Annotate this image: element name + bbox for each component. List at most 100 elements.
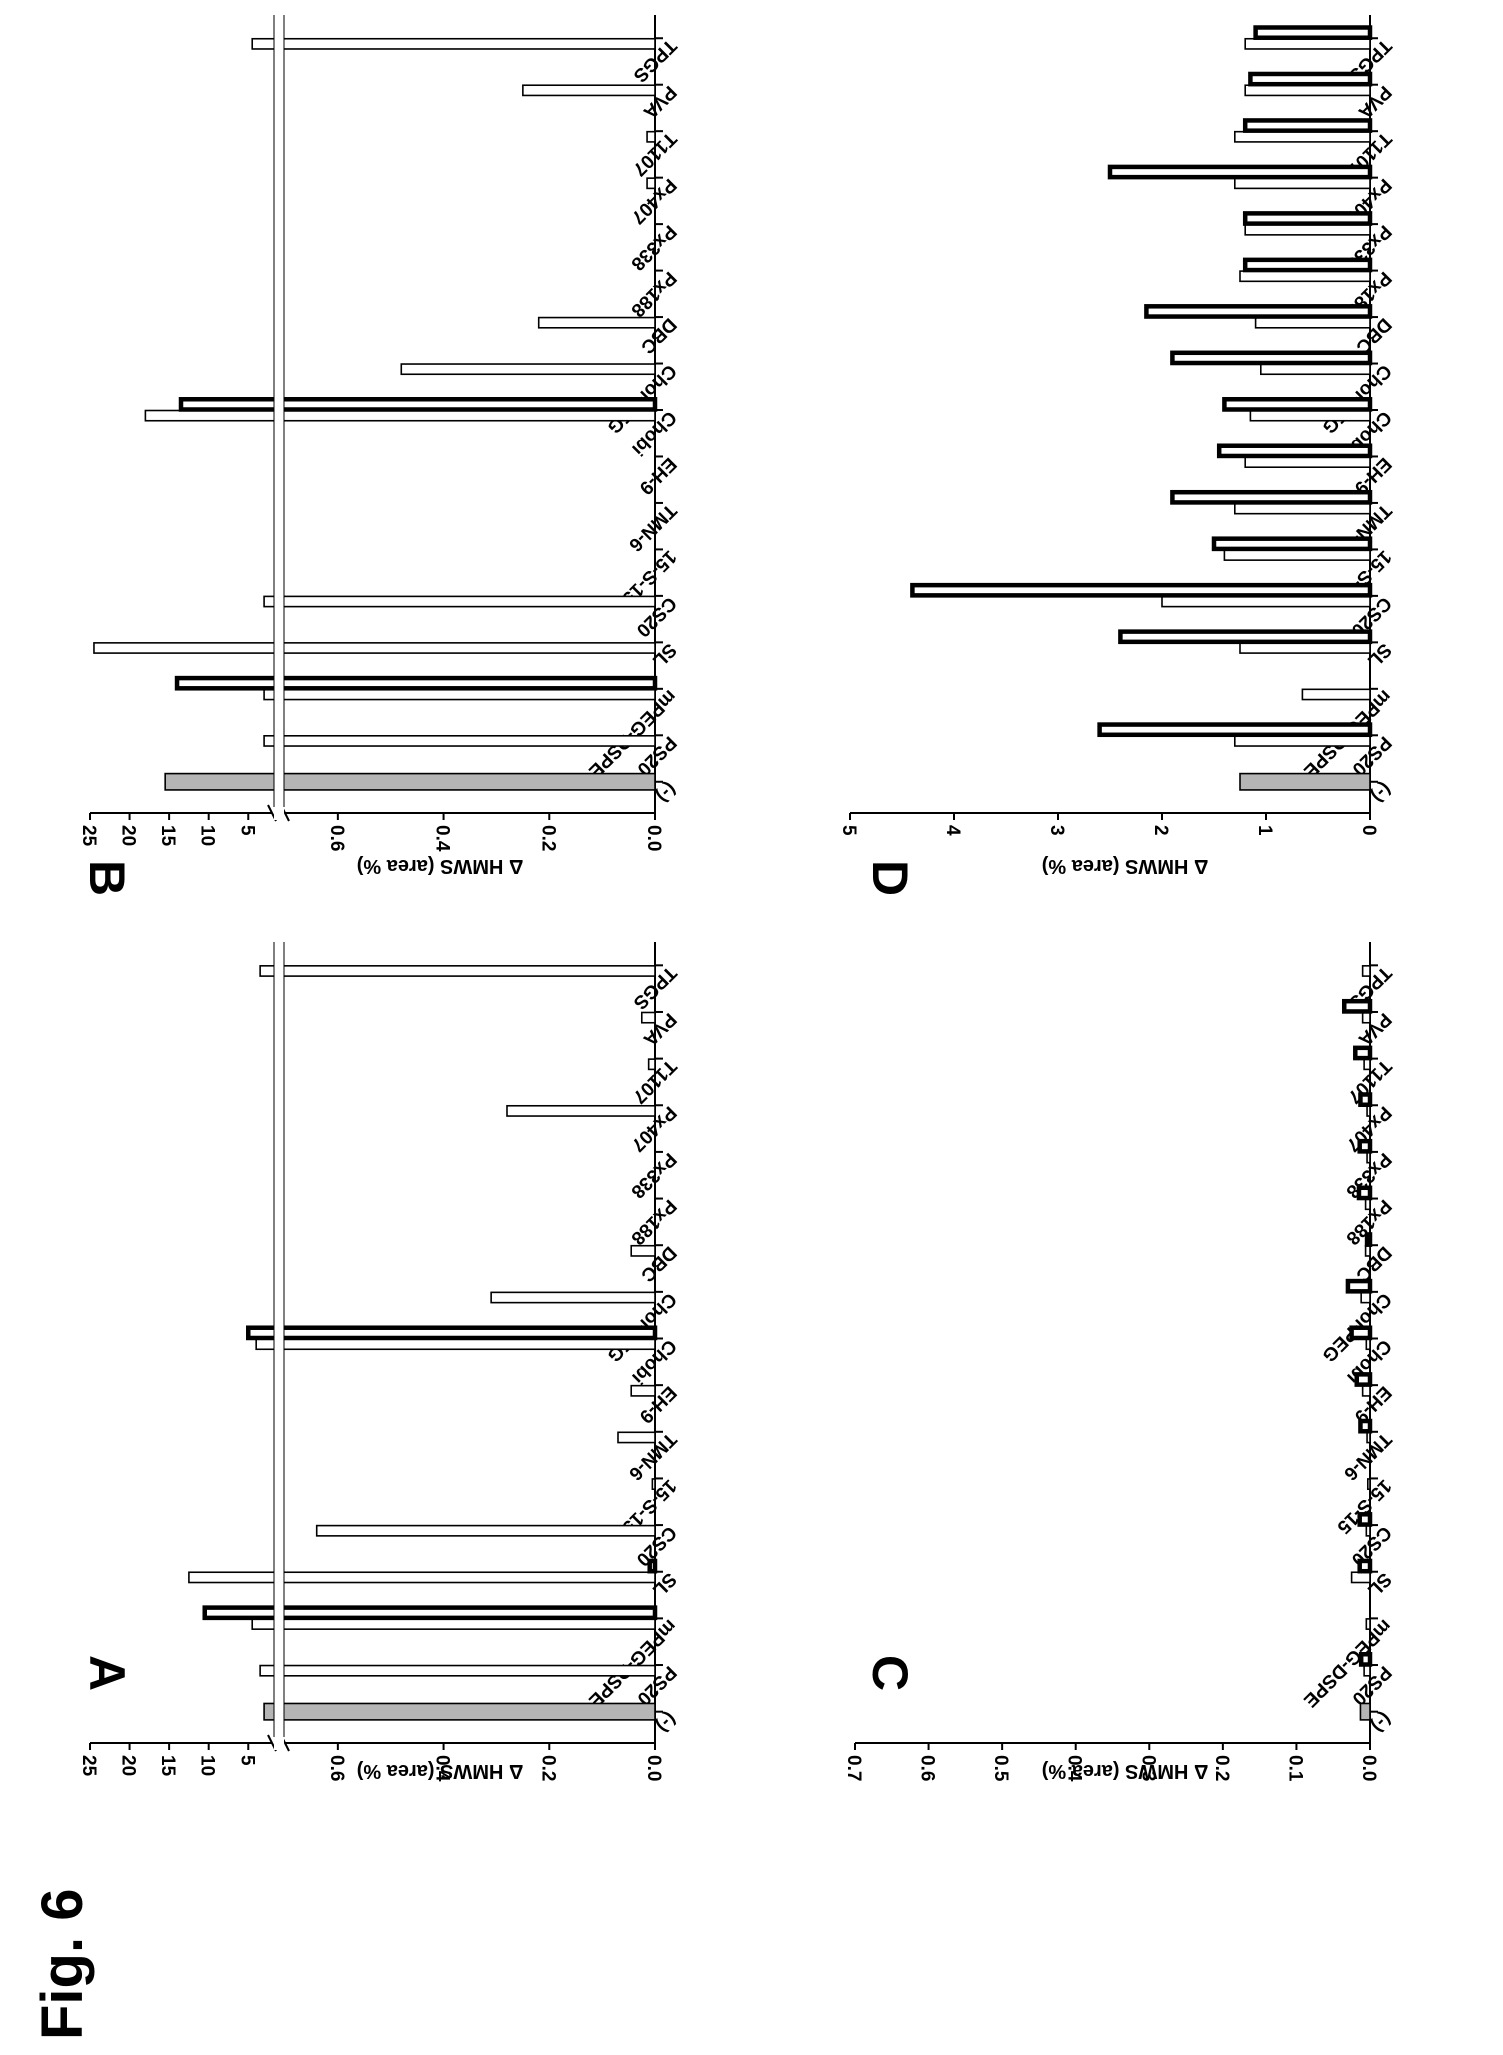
- bar-open: [1245, 85, 1370, 95]
- bar-open: [631, 1386, 655, 1396]
- bar-open: [1367, 1106, 1370, 1116]
- category-label: EH-9: [635, 453, 680, 498]
- bar-open: [491, 1292, 655, 1302]
- tick-label: 0.4: [432, 825, 453, 852]
- bar-open: [1366, 1339, 1370, 1349]
- tick-label: 5: [838, 825, 859, 836]
- tick-label: 0.6: [917, 1755, 938, 1781]
- category-label: EH-9: [1350, 1382, 1395, 1427]
- bar-open: [652, 1479, 655, 1489]
- tick-label: 0.4: [1064, 1755, 1085, 1782]
- category-label: TMN-6: [624, 499, 680, 555]
- bar-open: [1256, 318, 1370, 328]
- bar-open: [1261, 364, 1370, 374]
- bar-bold: [912, 585, 1370, 595]
- tick-label: 10: [197, 825, 218, 846]
- bar-open: [256, 1339, 655, 1349]
- bar-bold: [1250, 74, 1370, 84]
- bar-bold: [1224, 399, 1370, 409]
- tick-label: 20: [118, 825, 139, 846]
- axis-break-gap: [274, 10, 284, 820]
- bar-bold: [1245, 260, 1370, 270]
- bar-open: [1366, 1246, 1370, 1256]
- tick-label: 0.2: [537, 1755, 558, 1781]
- bar-bold: [650, 1561, 655, 1571]
- bar-open: [1245, 457, 1370, 467]
- bar-bold: [1360, 1421, 1370, 1431]
- category-label: PVA: [1354, 1008, 1396, 1050]
- bar-bold: [1344, 1001, 1370, 1011]
- bar-open: [642, 1012, 655, 1022]
- tick-label: 4: [942, 825, 963, 836]
- bar-open: [1364, 1059, 1370, 1069]
- tick-label: 15: [157, 1755, 178, 1777]
- bar-open: [647, 178, 655, 188]
- tick-label: 25: [78, 825, 99, 847]
- tick-label: 15: [157, 825, 178, 847]
- panel-letter: B: [79, 860, 135, 896]
- tick-label: 0.6: [326, 825, 347, 851]
- bar-bold: [1367, 1234, 1370, 1244]
- bar-open: [1368, 1479, 1370, 1489]
- bar-bold: [1360, 1514, 1370, 1524]
- bar-bold: [1245, 120, 1370, 130]
- bar-open: [317, 1526, 655, 1536]
- bar-open: [539, 318, 655, 328]
- tick-label: 0.2: [1211, 1755, 1232, 1781]
- bar-bold: [1348, 1281, 1370, 1291]
- bar-bold: [1360, 1094, 1370, 1104]
- bar-open: [1367, 1152, 1370, 1162]
- bar-bold: [1361, 1654, 1370, 1664]
- bar-bold: [1110, 167, 1370, 177]
- bar-open: [145, 411, 655, 421]
- panel-letter: C: [862, 1655, 918, 1691]
- bar-open: [647, 132, 655, 142]
- tick-label: 0.3: [1137, 1755, 1158, 1781]
- tick-label: 1: [1254, 825, 1275, 836]
- bar-open: [260, 966, 655, 976]
- bar-open: [94, 643, 655, 653]
- bar-open: [507, 1106, 655, 1116]
- panel-letter: D: [862, 860, 918, 896]
- category-label: Px188: [627, 267, 681, 321]
- bar-open: [260, 1666, 655, 1676]
- chart-panels: AΔ HMWS (area %)0.00.20.40.6510152025(-)…: [78, 10, 1395, 1782]
- tick-label: 0.7: [843, 1755, 864, 1781]
- bar-open: [264, 736, 655, 746]
- bar-open: [649, 1059, 655, 1069]
- bar-bold: [1146, 306, 1370, 316]
- bar-bold: [1172, 353, 1370, 363]
- tick-label: 0.0: [643, 1755, 664, 1781]
- bar-open: [264, 689, 655, 699]
- bar-open: [1235, 503, 1370, 513]
- category-label: Px188: [627, 1195, 681, 1249]
- axis-break-gap: [274, 937, 284, 1750]
- figure-title: Fig. 6: [30, 1889, 95, 2040]
- category-label: Px338: [627, 1148, 681, 1202]
- bar-open: [1240, 774, 1370, 790]
- tick-label: 0: [1358, 825, 1379, 836]
- bar-bold: [1359, 1188, 1370, 1198]
- bar-bold: [1360, 1141, 1370, 1151]
- bar-bold: [1245, 213, 1370, 223]
- bar-open: [1235, 736, 1370, 746]
- bar-open: [264, 1703, 655, 1719]
- bar-bold: [1352, 1328, 1370, 1338]
- bar-bold: [1172, 492, 1370, 502]
- bar-open: [1366, 1199, 1370, 1209]
- tick-label: 25: [78, 1755, 99, 1777]
- tick-label: 0.6: [326, 1755, 347, 1781]
- bar-open: [523, 85, 655, 95]
- bar-open: [1245, 225, 1370, 235]
- bar-open: [1361, 1292, 1370, 1302]
- tick-label: 5: [236, 825, 257, 836]
- tick-label: 0.5: [990, 1755, 1011, 1782]
- bar-open: [631, 1246, 655, 1256]
- bar-bold: [1355, 1048, 1370, 1058]
- bar-bold: [205, 1608, 655, 1618]
- bar-bold: [177, 678, 655, 688]
- bar-bold: [181, 399, 655, 409]
- tick-label: 10: [197, 1755, 218, 1776]
- bar-open: [1302, 689, 1370, 699]
- bar-open: [252, 39, 655, 49]
